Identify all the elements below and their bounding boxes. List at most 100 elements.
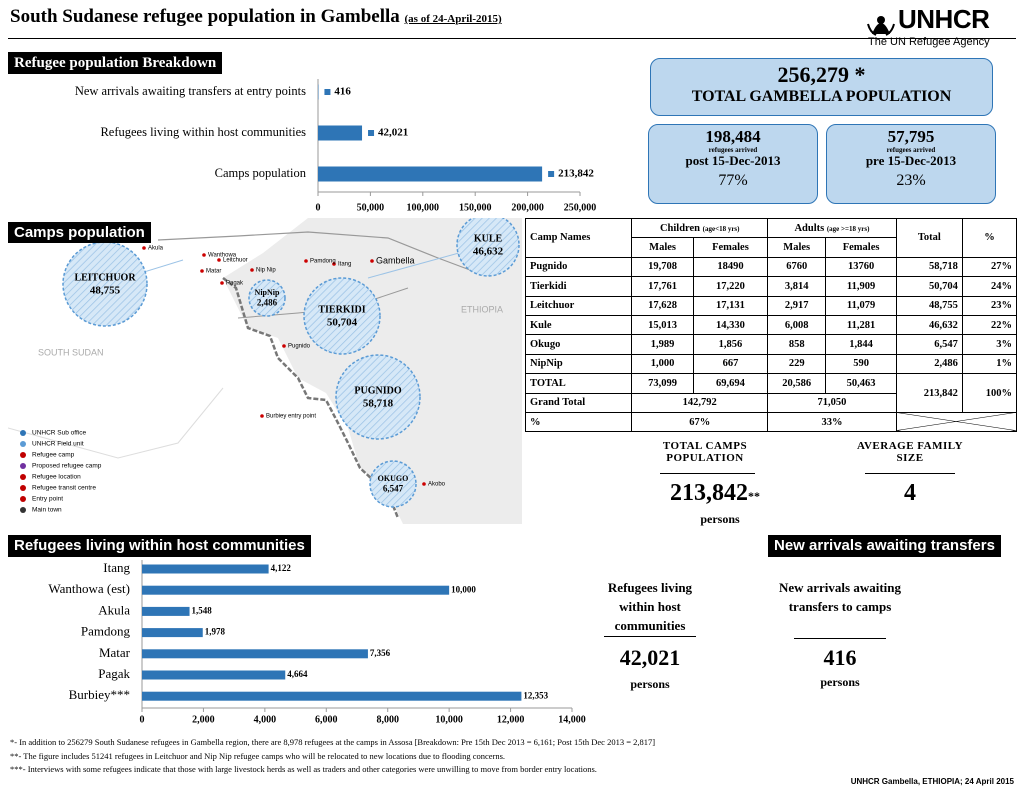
category-label: New arrivals awaiting transfers at entry… bbox=[75, 84, 306, 98]
category-label: Camps population bbox=[215, 166, 307, 180]
table-cell: 2,917 bbox=[767, 295, 827, 316]
arrivals-banner: New arrivals awaiting transfers bbox=[768, 535, 1001, 557]
map: LEITCHUOR 48,755 KULE 46,632 TIERKIDI 50,704 N… bbox=[8, 218, 522, 524]
category-label: Wanthowa (est) bbox=[48, 581, 130, 596]
place-dot bbox=[220, 281, 224, 285]
camps-stat: 213,842** bbox=[630, 480, 800, 507]
bubble-value: 6,547 bbox=[383, 484, 404, 494]
place-dot bbox=[202, 253, 206, 257]
bubble-name: NipNip bbox=[255, 288, 280, 297]
table-cell: 1,844 bbox=[825, 334, 897, 355]
place-dot bbox=[282, 344, 286, 348]
x-tick-label: 100,000 bbox=[407, 202, 440, 213]
table-cell: 17,220 bbox=[692, 276, 769, 297]
legend-icon bbox=[20, 463, 26, 469]
table-row: Tierkidi 17,761 17,220 3,814 11,909 50,704 24% bbox=[524, 276, 1018, 297]
bar bbox=[142, 564, 269, 574]
table-cell: 50,704 bbox=[895, 276, 963, 297]
camps-stat-mark: ** bbox=[748, 489, 760, 503]
pre-period: pre 15-Dec-2013 bbox=[865, 153, 957, 169]
place-dot bbox=[200, 269, 204, 273]
bubble-name: PUGNIDO bbox=[354, 385, 401, 396]
place-label: Gambella bbox=[376, 255, 415, 265]
table-cell: 6,008 bbox=[767, 314, 827, 336]
table-cell: Children (age<18 yrs) bbox=[631, 217, 769, 239]
table-cell: 6,547 bbox=[895, 334, 963, 355]
table-cell: 46,632 bbox=[895, 314, 963, 336]
footnote: **- The figure includes 51241 refugees i… bbox=[10, 751, 506, 761]
place-label: Akobo bbox=[428, 482, 446, 488]
arrivals-unit: persons bbox=[820, 675, 860, 689]
host-banner: Refugees living within host communities bbox=[8, 535, 311, 557]
table-cell: Leitchuor bbox=[524, 295, 633, 316]
value-label: 4,122 bbox=[271, 563, 292, 573]
place-dot bbox=[260, 414, 264, 418]
x-tick-label: 12,000 bbox=[497, 714, 525, 725]
table-cell bbox=[895, 411, 1018, 433]
value-label: 213,842 bbox=[558, 168, 594, 180]
table-cell: 100% bbox=[961, 373, 1018, 413]
table-cell: 3% bbox=[961, 334, 1018, 355]
place-dot bbox=[304, 259, 308, 263]
legend-label: UNHCR Sub office bbox=[32, 430, 86, 437]
category-label: Pamdong bbox=[81, 624, 131, 639]
place-label: Burbiey entry point bbox=[266, 414, 316, 420]
table-cell: 23% bbox=[961, 295, 1018, 316]
camps-stat-unit: persons bbox=[700, 512, 740, 526]
table-cell: 71,050 bbox=[767, 392, 897, 413]
river bbox=[8, 387, 224, 459]
post-sub: refugees arrived bbox=[708, 145, 758, 154]
header-rule bbox=[8, 38, 1016, 39]
category-label: Akula bbox=[98, 602, 130, 617]
legend-icon bbox=[20, 452, 26, 458]
label-marker bbox=[324, 89, 331, 95]
table-cell: 11,281 bbox=[825, 314, 897, 336]
place-dot bbox=[332, 262, 336, 266]
table-cell: 17,628 bbox=[631, 295, 694, 316]
x-tick-label: 2,000 bbox=[192, 714, 215, 725]
category-label: Pagak bbox=[98, 666, 130, 681]
table-cell: Females bbox=[825, 237, 897, 258]
bubble-value: 48,755 bbox=[90, 285, 121, 297]
table-cell: 24% bbox=[961, 276, 1018, 297]
table-cell: 13760 bbox=[825, 256, 897, 278]
table-cell: 17,761 bbox=[631, 276, 694, 297]
table-cell: 69,694 bbox=[692, 373, 769, 394]
table-cell: 11,909 bbox=[825, 276, 897, 297]
table-cell: Kule bbox=[524, 314, 633, 336]
family-label: AVERAGE FAMILY SIZE bbox=[856, 440, 964, 464]
place-dot bbox=[142, 246, 146, 250]
bubble-value: 46,632 bbox=[473, 246, 504, 258]
x-tick-label: 150,000 bbox=[459, 202, 492, 213]
x-tick-label: 0 bbox=[140, 714, 145, 725]
table-row: Kule 15,013 14,330 6,008 11,281 46,632 22% bbox=[524, 314, 1018, 336]
camp-bubble bbox=[456, 218, 520, 277]
footnote: ***- Interviews with some refugees indic… bbox=[10, 764, 597, 774]
table-cell: 590 bbox=[825, 353, 897, 375]
credit: UNHCR Gambella, ETHIOPIA; 24 April 2015 bbox=[850, 777, 1014, 786]
table-cell: 2,486 bbox=[895, 353, 963, 375]
table-cell: 33% bbox=[767, 411, 897, 433]
table-cell: 58,718 bbox=[895, 256, 963, 278]
table-cell: 20,586 bbox=[767, 373, 827, 394]
map-banner: Camps population bbox=[8, 222, 151, 243]
bar bbox=[142, 585, 450, 595]
table-cell: 1% bbox=[961, 353, 1018, 375]
place-label: Pamdong bbox=[310, 259, 336, 265]
table-cell: 667 bbox=[692, 353, 769, 375]
camps-stat-value: 213,842 bbox=[670, 480, 748, 506]
bubble-value: 2,486 bbox=[257, 298, 278, 308]
table-cell: 1,000 bbox=[631, 353, 694, 375]
place-dot bbox=[250, 268, 254, 272]
logo: UNHCR bbox=[898, 4, 990, 34]
pre-box: 57,795 refugees arrived pre 15-Dec-2013 … bbox=[826, 124, 996, 204]
legend-label: Main town bbox=[32, 507, 62, 514]
camps-table: Camp Names Children (age<18 yrs) Adults (a… bbox=[524, 217, 1018, 433]
value-label: 7,356 bbox=[370, 648, 391, 658]
table-cell: 15,013 bbox=[631, 314, 694, 336]
bar bbox=[142, 649, 368, 659]
value-label: 10,000 bbox=[451, 584, 476, 594]
river bbox=[157, 231, 479, 274]
x-tick-label: 50,000 bbox=[357, 202, 385, 213]
